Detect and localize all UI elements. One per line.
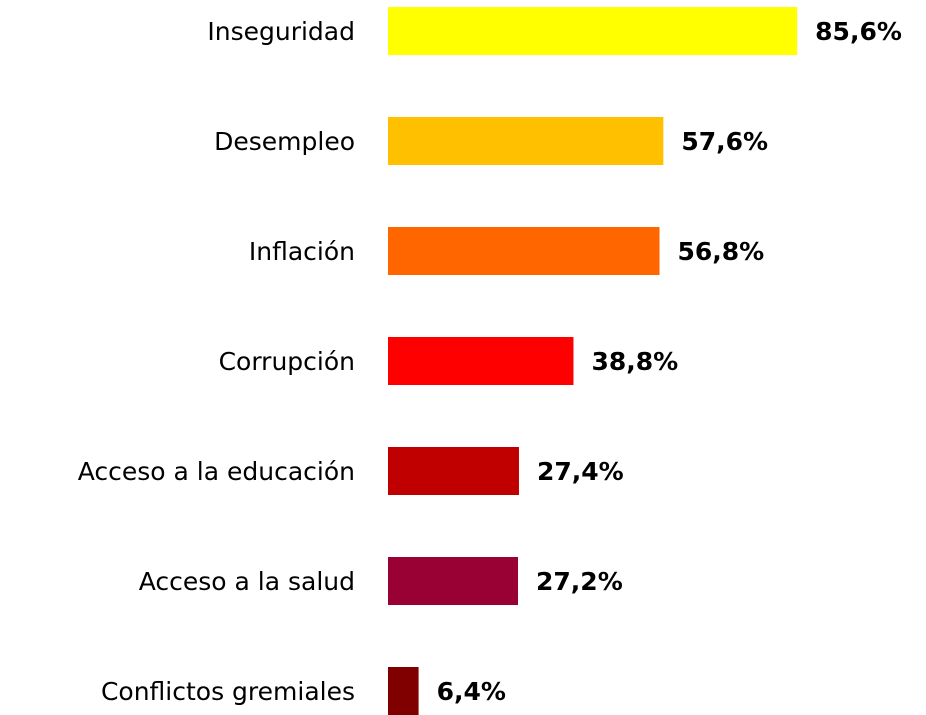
value-label: 6,4%: [437, 677, 506, 706]
bar: [388, 227, 660, 275]
category-label: Acceso a la salud: [139, 567, 355, 596]
bar: [388, 7, 798, 55]
bar: [388, 557, 519, 605]
category-label: Inseguridad: [207, 17, 355, 46]
category-label: Inflación: [249, 237, 355, 266]
category-label: Desempleo: [214, 127, 355, 156]
bar: [388, 117, 664, 165]
value-label: 38,8%: [591, 347, 678, 376]
bar: [388, 667, 419, 715]
value-label: 85,6%: [815, 17, 902, 46]
category-label: Acceso a la educación: [78, 457, 355, 486]
value-label: 27,2%: [536, 567, 623, 596]
value-label: 56,8%: [678, 237, 765, 266]
category-label: Conflictos gremiales: [101, 677, 355, 706]
category-label: Corrupción: [219, 347, 355, 376]
bar: [388, 337, 574, 385]
value-label: 57,6%: [681, 127, 768, 156]
value-label: 27,4%: [537, 457, 624, 486]
bar: [388, 447, 519, 495]
